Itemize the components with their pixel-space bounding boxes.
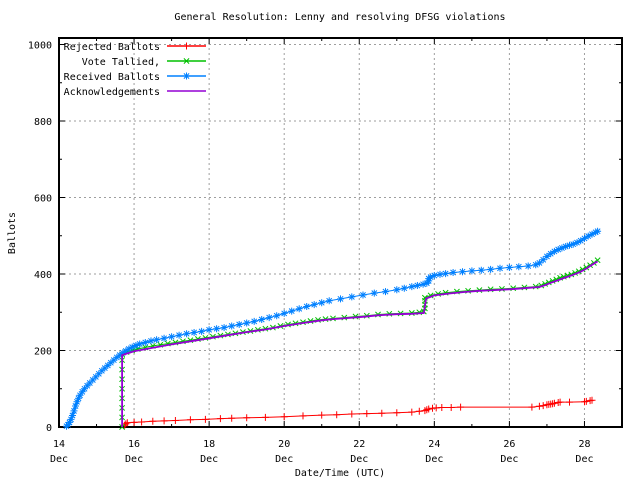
x-tick-label: 16 [128,439,140,450]
x-axis-label: Date/Time (UTC) [295,468,385,479]
label-layer: General Resolution: Lenny and resolving … [7,12,593,479]
tick-layer [58,38,622,428]
grid-layer [58,38,622,427]
series-line-acknowledgements [121,260,599,427]
legend-entry-rejected-ballots: Rejected Ballots [64,42,206,53]
x-tick-label: 24 [428,439,440,450]
series-received-ballots [63,227,602,430]
x-tick-sublabel: Dec [200,454,218,465]
legend-entry-vote-tallied: Vote Tallied, [82,57,206,68]
x-tick-sublabel: Dec [350,454,368,465]
x-tick-label: 14 [53,439,65,450]
x-tick-sublabel: Dec [500,454,518,465]
legend-label: Vote Tallied, [82,57,160,68]
legend-entry-acknowledgements: Acknowledgements [64,87,206,98]
legend-sample-marker [183,72,190,80]
x-tick-label: 22 [353,439,365,450]
x-tick-label: 20 [278,439,290,450]
series-markers-rejected-ballots [121,396,596,429]
y-tick-label: 600 [34,194,52,205]
y-tick-label: 800 [34,117,52,128]
chart-title: General Resolution: Lenny and resolving … [174,12,505,23]
series-markers-received-ballots [63,227,602,430]
series-rejected-ballots [121,396,596,429]
series-vote-tallied [119,257,601,430]
legend-label: Received Ballots [64,72,160,83]
legend-label: Rejected Ballots [64,42,160,53]
series-line-received-ballots [66,230,598,427]
series-markers-vote-tallied [119,257,601,430]
legend: Rejected Ballots Vote Tallied, Received Ba… [64,42,206,98]
series-layer [63,227,602,430]
x-tick-sublabel: Dec [425,454,443,465]
legend-sample-marker [183,42,190,50]
plot-border-layer [58,37,623,428]
series-acknowledgements [121,260,599,427]
series-line-rejected-ballots [124,399,593,426]
y-axis-label: Ballots [7,212,18,254]
x-tick-sublabel: Dec [50,454,68,465]
plot-border [58,37,623,428]
x-tick-sublabel: Dec [275,454,293,465]
x-tick-sublabel: Dec [125,454,143,465]
y-tick-label: 400 [34,270,52,281]
x-tick-sublabel: Dec [575,454,593,465]
x-tick-label: 26 [503,439,515,450]
y-tick-label: 1000 [28,41,52,52]
legend-label: Acknowledgements [64,87,160,98]
y-tick-label: 0 [46,423,52,434]
y-tick-label: 200 [34,347,52,358]
legend-sample-marker [183,58,190,64]
legend-entry-received-ballots: Received Ballots [64,72,206,83]
x-tick-label: 18 [203,439,215,450]
x-tick-label: 28 [578,439,590,450]
